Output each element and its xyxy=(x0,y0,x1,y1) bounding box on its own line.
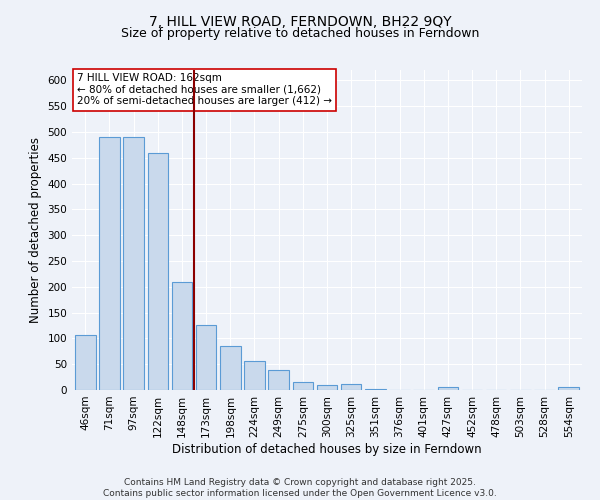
Bar xyxy=(220,346,241,390)
Bar xyxy=(317,385,337,390)
Bar xyxy=(244,360,265,390)
Bar xyxy=(437,387,458,390)
Bar xyxy=(365,389,386,390)
Text: 7, HILL VIEW ROAD, FERNDOWN, BH22 9QY: 7, HILL VIEW ROAD, FERNDOWN, BH22 9QY xyxy=(149,15,451,29)
Bar xyxy=(268,370,289,390)
Bar xyxy=(148,152,168,390)
Bar xyxy=(172,282,192,390)
Y-axis label: Number of detached properties: Number of detached properties xyxy=(29,137,42,323)
Bar xyxy=(99,137,120,390)
Bar xyxy=(341,384,361,390)
Bar xyxy=(196,326,217,390)
Text: 7 HILL VIEW ROAD: 162sqm
← 80% of detached houses are smaller (1,662)
20% of sem: 7 HILL VIEW ROAD: 162sqm ← 80% of detach… xyxy=(77,73,332,106)
X-axis label: Distribution of detached houses by size in Ferndown: Distribution of detached houses by size … xyxy=(172,442,482,456)
Bar xyxy=(293,382,313,390)
Bar xyxy=(124,137,144,390)
Bar xyxy=(75,335,95,390)
Text: Contains HM Land Registry data © Crown copyright and database right 2025.
Contai: Contains HM Land Registry data © Crown c… xyxy=(103,478,497,498)
Text: Size of property relative to detached houses in Ferndown: Size of property relative to detached ho… xyxy=(121,28,479,40)
Bar xyxy=(559,387,579,390)
